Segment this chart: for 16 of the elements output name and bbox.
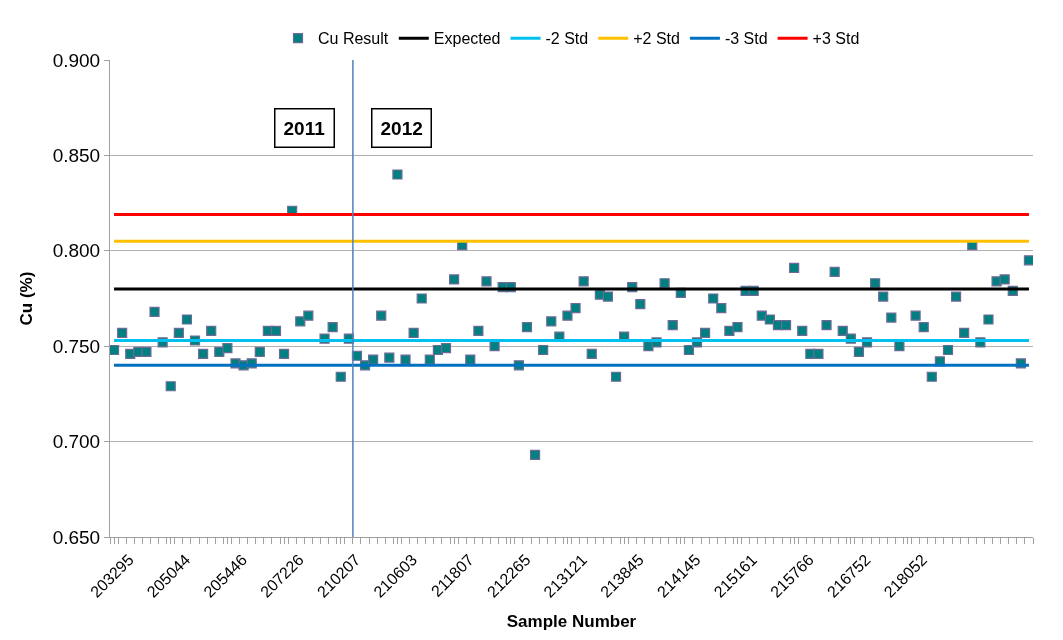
y-tick-label: 0.650 [52,526,101,548]
y-tick-label: 0.800 [52,240,101,262]
y-tick-label: 0.850 [52,145,101,167]
legend-label: +3 Std [812,30,860,48]
legend-label: -3 Std [724,30,768,48]
y-tick-label: 0.750 [52,335,101,357]
x-axis-title: Sample Number [506,612,637,632]
legend-label: +2 Std [633,30,680,48]
annotation: 2012 [380,117,423,139]
legend-label: -2 Std [545,30,589,48]
y-tick-label: 0.700 [52,431,101,453]
annotation: 2011 [283,117,326,139]
legend-label: Cu Result [318,30,389,48]
y-tick-label: 0.900 [52,49,101,71]
legend-label: Expected [433,30,501,48]
y-axis-title: Cu (%) [17,271,37,326]
